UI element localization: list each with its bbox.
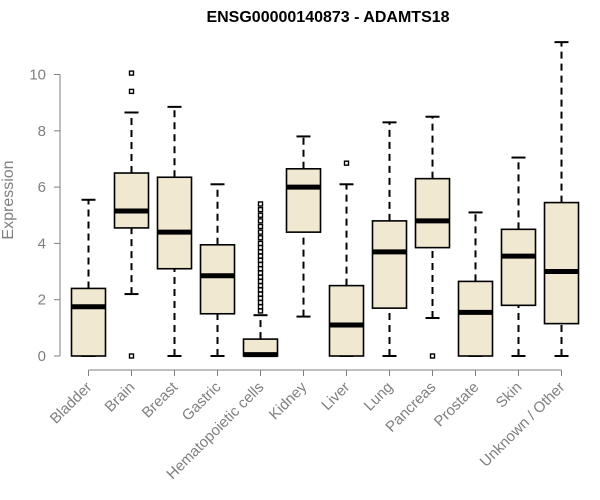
outlier-point [343,160,350,166]
outlier-point [257,244,264,251]
box-iqr [328,284,365,357]
outlier-point [257,249,264,255]
outlier-point [257,304,264,310]
x-tick-label: Prostate [431,379,483,431]
x-tick-label: Kidney [266,378,311,423]
box-iqr [113,172,150,229]
y-axis: 0 2 4 6 8 10 [29,67,61,365]
outlier-point [257,257,264,263]
box-iqr [414,177,451,249]
outlier-point [257,240,264,247]
outlier-point [257,229,264,235]
outlier-point [257,278,264,285]
y-axis-label: Expression [0,160,17,239]
box-prostate [457,211,494,357]
box-iqr [70,287,107,357]
x-tick-label: Lung [361,379,397,415]
outlier-point [128,70,135,76]
outlier-point [128,88,135,95]
x-tick-label: Liver [318,379,353,414]
y-tick-label: 4 [38,235,46,252]
y-tick-label: 2 [38,292,46,309]
y-tick-label: 8 [38,123,46,140]
box-pancreas [414,115,451,359]
box-kidney [285,135,322,318]
box-lung [371,121,408,357]
outlier-point [257,266,264,272]
box-iqr [156,176,193,270]
box-iqr [457,280,494,357]
outlier-point [257,282,264,289]
x-tick-label: Skin [493,379,526,412]
outlier-point [128,353,135,359]
y-tick-label: 10 [29,67,46,84]
box-bladder [70,198,107,357]
outlier-point [257,299,264,306]
box-iqr [199,244,236,315]
outlier-point [257,212,264,218]
box-iqr [543,201,580,325]
box-iqr [371,220,408,309]
outlier-point [257,201,264,207]
x-tick-label: Breast [139,378,182,421]
outlier-point [257,218,264,224]
box-iqr [500,228,537,307]
outlier-point [257,235,264,241]
box-hematopoietic-cells [242,201,279,358]
x-tick-label: Brain [102,379,139,416]
outlier-point [257,261,264,268]
y-tick-label: 0 [38,348,46,365]
box-series [70,41,580,359]
y-tick-label: 6 [38,179,46,196]
box-brain [113,70,150,359]
outlier-point [257,270,264,276]
box-gastric [199,183,236,357]
box-unknown-other [543,41,580,357]
chart-title: ENSG00000140873 - ADAMTS18 [206,9,449,26]
box-skin [500,156,537,357]
outlier-point [257,295,264,301]
outlier-point [429,353,436,359]
outlier-point [257,223,264,230]
outlier-point [257,287,264,293]
outlier-point [257,291,264,297]
outlier-point [257,274,264,280]
outlier-point [257,206,264,213]
box-breast [156,105,193,357]
outlier-point [257,253,264,259]
box-liver [328,160,365,357]
outlier-point [257,308,264,314]
x-tick-label: Bladder [47,379,96,428]
box-iqr [285,168,322,233]
